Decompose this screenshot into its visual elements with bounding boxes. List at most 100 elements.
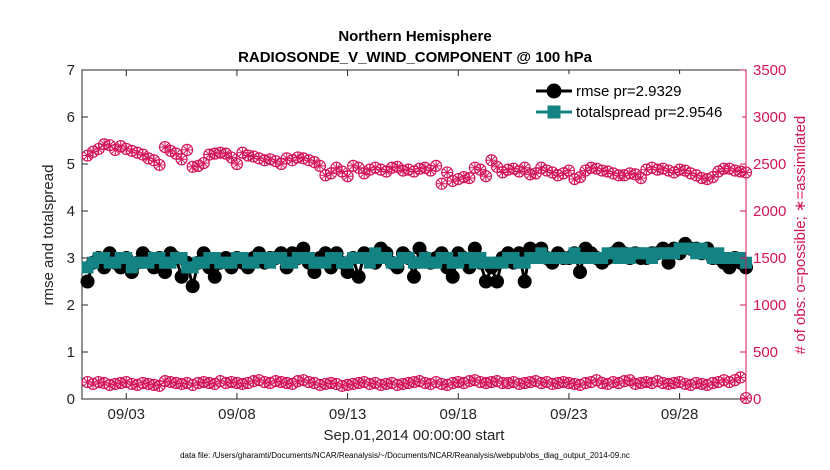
- obs-possible-point-star: [232, 159, 241, 169]
- rmse-point: [517, 274, 532, 289]
- chart-title: Northern Hemisphere: [338, 28, 491, 45]
- obs-possible-point: [435, 177, 448, 190]
- obs-possible-point-star: [221, 149, 230, 158]
- obs-possible-point-star: [443, 168, 452, 177]
- obs-possible-point: [181, 143, 194, 156]
- obs-possible-point-star: [421, 163, 430, 172]
- y-tick-label: 4: [67, 203, 75, 220]
- obs-possible-point-star: [238, 148, 247, 157]
- legend-rmse-marker: [546, 83, 562, 99]
- obs-possible-point-star: [343, 172, 352, 181]
- obs-assimilated-point-star: [625, 376, 634, 385]
- obs-possible-point-star: [155, 160, 164, 169]
- obs-possible-point-star: [271, 157, 280, 166]
- obs-possible-point-star: [692, 171, 701, 180]
- obs-possible-point-star: [432, 161, 441, 170]
- totalspread-point: [363, 256, 376, 269]
- obs-possible-point-star: [481, 172, 490, 181]
- obs-possible-point-circle: [463, 172, 476, 185]
- obs-possible-point-circle: [441, 166, 454, 179]
- y2-tick-label: 500: [753, 344, 778, 361]
- totalspread-point: [175, 252, 188, 264]
- obs-possible-point: [225, 151, 238, 164]
- obs-possible-point-star: [681, 166, 690, 175]
- x-axis-label: Sep.01,2014 00:00:00 start: [324, 427, 506, 444]
- rmse-point: [185, 279, 200, 294]
- obs-possible-point-star: [116, 142, 125, 151]
- obs-assimilated-point: [734, 371, 747, 384]
- x-tick-label: 09/28: [661, 406, 699, 423]
- obs-possible-point-star: [426, 166, 435, 175]
- obs-assimilated-point-star: [155, 381, 164, 390]
- obs-possible-point-star: [310, 158, 319, 167]
- obs-possible-point: [341, 170, 354, 183]
- obs-possible-point-circle: [430, 159, 443, 172]
- obs-possible-point-star: [548, 168, 557, 177]
- obs-possible-point-star: [94, 144, 103, 153]
- x-tick-label: 09/03: [107, 406, 145, 423]
- obs-possible-point-circle: [313, 159, 327, 172]
- y-tick-label: 6: [67, 109, 75, 126]
- obs-possible-point: [634, 172, 647, 185]
- obs-possible-point-star: [227, 153, 236, 162]
- obs-possible-point-star: [487, 156, 496, 165]
- legend: rmse pr=2.9329 totalspread pr=2.9546: [528, 74, 742, 126]
- obs-possible-point-star: [631, 170, 640, 179]
- obs-possible-point-star: [160, 143, 170, 152]
- obs-possible-point-star: [111, 145, 120, 154]
- obs-possible-point-star: [83, 151, 92, 160]
- obs-possible-point-star: [465, 174, 474, 183]
- rmse-point: [478, 274, 493, 289]
- obs-possible-point-star: [172, 149, 181, 158]
- y-tick-label: 3: [67, 250, 75, 267]
- obs-possible-point: [175, 153, 188, 166]
- obs-possible-point: [313, 159, 327, 172]
- obs-possible-point: [485, 154, 498, 167]
- totalspread-point: [120, 252, 133, 264]
- obs-possible-point: [463, 172, 476, 185]
- obs-possible-point-circle: [153, 158, 166, 172]
- x-tick-label: 09/18: [439, 406, 477, 423]
- obs-possible-point-star: [177, 155, 186, 164]
- obs-possible-point: [496, 166, 509, 179]
- obs-possible-point-star: [515, 167, 524, 176]
- x-tick-label: 09/13: [329, 406, 367, 423]
- obs-possible-point-star: [332, 163, 341, 172]
- legend-rmse-label: rmse pr=2.9329: [576, 83, 681, 100]
- obs-possible-point: [441, 166, 454, 179]
- obs-possible-point: [430, 159, 443, 172]
- obs-possible-point-star: [382, 167, 391, 176]
- obs-possible-point: [518, 161, 531, 174]
- rmse-point: [351, 269, 366, 284]
- obs-possible-point-circle: [341, 170, 354, 183]
- y2-tick-label: 1500: [753, 250, 786, 267]
- obs-possible-point-star: [476, 165, 485, 174]
- obs-possible-point-star: [354, 163, 363, 172]
- rmse-point: [490, 274, 504, 289]
- obs-possible-point: [153, 158, 166, 172]
- obs-possible-point: [230, 157, 244, 171]
- obs-possible-point-circle: [230, 157, 244, 171]
- obs-possible-point-star: [537, 163, 546, 172]
- obs-possible-point-star: [636, 174, 645, 183]
- obs-possible-point-star: [166, 146, 175, 155]
- obs-possible-point-star: [437, 179, 446, 188]
- obs-possible-point-star: [338, 167, 347, 176]
- obs-assimilated-point-star: [736, 373, 745, 382]
- rmse-point: [445, 269, 460, 284]
- x-tick-label: 09/08: [218, 406, 256, 423]
- y2-tick-label: 1000: [753, 297, 786, 314]
- y2-tick-label: 3000: [753, 109, 786, 126]
- obs-possible-point-circle: [562, 164, 576, 177]
- y-tick-label: 0: [67, 391, 75, 408]
- obs-possible-point-star: [315, 161, 324, 170]
- obs-possible-point: [197, 156, 210, 170]
- y2-tick-label: 0: [753, 391, 761, 408]
- obs-possible-point-circle: [197, 156, 210, 170]
- legend-box: [528, 74, 742, 126]
- obs-possible-point-star: [199, 159, 208, 168]
- rmse-point: [207, 269, 222, 284]
- obs-possible-point-star: [393, 162, 402, 171]
- axis-layer: 0 1 2 3 4 5 6 7 0 500 1000 1500 2000 2500 3000 3500 09/0…: [67, 62, 787, 423]
